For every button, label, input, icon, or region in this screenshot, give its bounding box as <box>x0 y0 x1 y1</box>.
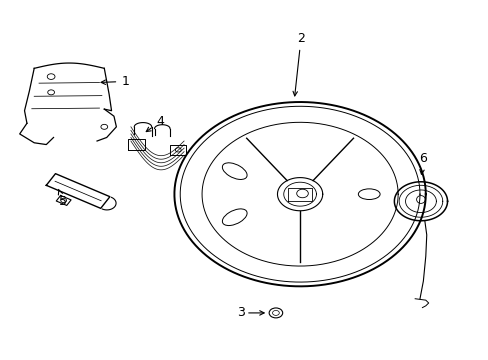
Text: 5: 5 <box>58 189 67 208</box>
Text: 6: 6 <box>419 152 427 174</box>
Text: 1: 1 <box>101 75 129 88</box>
Text: 4: 4 <box>146 115 164 132</box>
Text: 3: 3 <box>236 306 244 319</box>
Text: 2: 2 <box>292 32 305 96</box>
